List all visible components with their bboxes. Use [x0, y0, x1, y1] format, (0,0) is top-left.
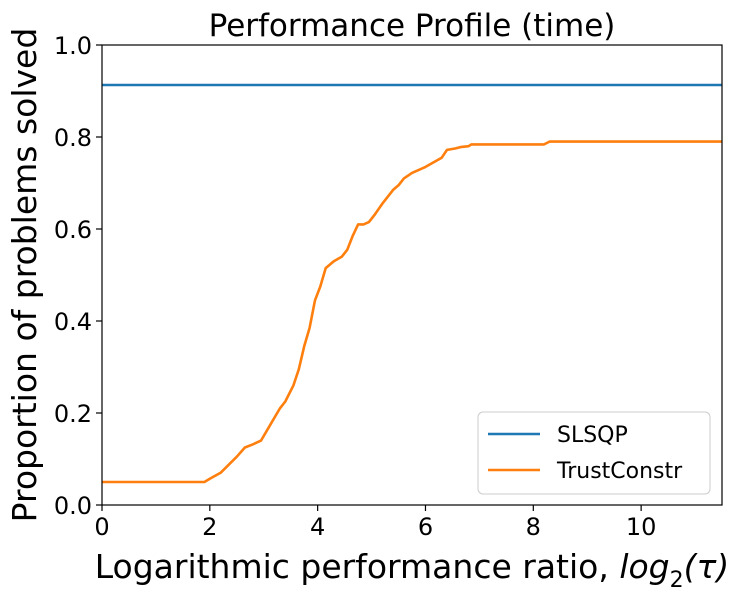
y-axis-ticks: 0.0 0.2 0.4 0.6 0.8 1.0	[54, 32, 102, 520]
legend-items: SLSQP TrustConstr	[488, 423, 683, 484]
x-tick-label: 0	[94, 513, 109, 541]
y-tick-label: 0.8	[54, 124, 92, 152]
y-tick-label: 0.6	[54, 216, 92, 244]
legend-label-trustconstr: TrustConstr	[556, 459, 683, 484]
plot-frame	[101, 44, 723, 506]
y-tick-label: 0.2	[54, 400, 92, 428]
chart-title: Performance Profile (time)	[209, 8, 616, 44]
y-tick-label: 0.4	[54, 308, 92, 336]
y-tick-label: 1.0	[54, 32, 92, 60]
x-axis-label-subscript: 2	[670, 568, 684, 593]
x-tick-label: 4	[310, 513, 325, 541]
series-line-trustconstr	[102, 140, 722, 484]
x-tick-label: 6	[418, 513, 433, 541]
y-tick-label: 0.0	[54, 492, 92, 520]
x-tick-label: 2	[202, 513, 217, 541]
x-tick-label: 8	[526, 513, 541, 541]
series-layer	[102, 83, 722, 484]
x-axis-label: Logarithmic performance ratio, log2(τ)	[95, 547, 730, 593]
x-axis-label-text: Logarithmic performance ratio,	[95, 547, 620, 586]
x-axis-label-log: log	[619, 547, 669, 586]
y-axis-label: Proportion of problems solved	[5, 28, 44, 523]
legend: SLSQP TrustConstr	[477, 411, 711, 495]
legend-box	[477, 411, 711, 495]
x-tick-label: 10	[626, 513, 657, 541]
x-axis-ticks: 0 2 4 6 8 10	[94, 505, 656, 541]
legend-label-slsqp: SLSQP	[557, 423, 628, 448]
x-axis-label-tau: (τ)	[684, 547, 730, 586]
